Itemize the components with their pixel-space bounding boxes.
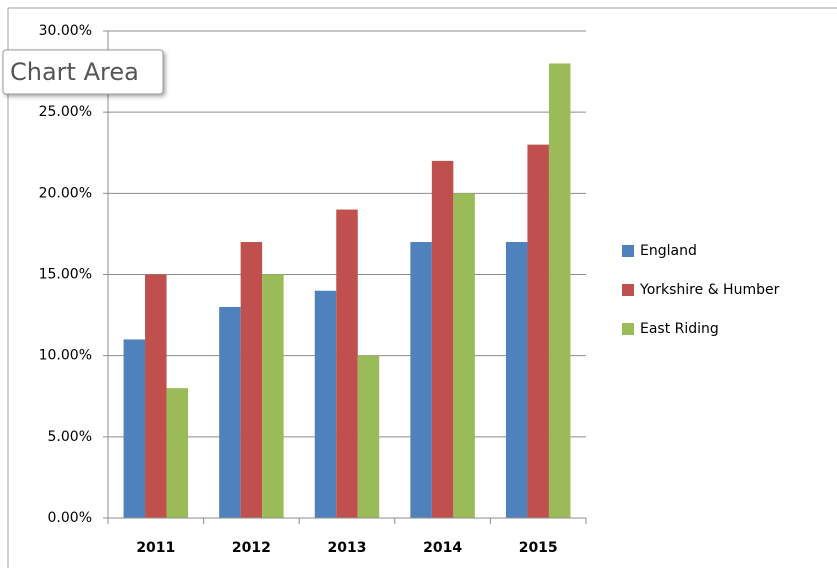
x-tick-label: 2013 xyxy=(328,540,367,556)
y-tick-label: 0.00% xyxy=(48,510,92,526)
bar xyxy=(219,306,241,518)
bar xyxy=(262,274,284,518)
y-tick-label: 30.00% xyxy=(39,23,92,39)
bar xyxy=(240,242,263,519)
legend-swatch xyxy=(622,245,634,257)
y-tick-label: 10.00% xyxy=(39,348,92,364)
tooltip-text: Chart Area xyxy=(10,58,139,86)
legend: England Yorkshire & Humber East Riding xyxy=(622,243,780,337)
legend-label: England xyxy=(640,243,697,259)
bar xyxy=(314,290,337,518)
x-tick-label: 2012 xyxy=(232,540,271,556)
bar xyxy=(166,388,189,518)
bar xyxy=(548,63,571,518)
bar xyxy=(410,242,432,519)
bar xyxy=(527,144,549,518)
bar xyxy=(357,355,380,518)
y-tick-label: 15.00% xyxy=(39,267,92,283)
legend-swatch xyxy=(622,323,634,335)
legend-label: Yorkshire & Humber xyxy=(639,282,780,298)
y-tick-label: 25.00% xyxy=(39,104,92,120)
y-tick-label: 5.00% xyxy=(48,429,92,445)
plot-area: 0.00% 5.00% 10.00% 15.00% 20.00% 25.00% 30.00%… xyxy=(39,23,587,556)
x-tick-label: 2014 xyxy=(423,540,462,556)
bar xyxy=(123,339,146,518)
tooltip-box xyxy=(2,49,164,95)
y-tick-label: 20.00% xyxy=(39,185,92,201)
legend-label: East Riding xyxy=(640,321,719,337)
x-tick-label: 2015 xyxy=(519,540,558,556)
legend-swatch xyxy=(622,284,634,296)
tooltip: Chart Area xyxy=(2,49,164,95)
bar xyxy=(336,209,358,519)
bar xyxy=(145,274,167,518)
bar xyxy=(431,160,454,518)
bar xyxy=(453,193,475,519)
x-tick-label: 2011 xyxy=(136,540,175,556)
bar xyxy=(505,242,528,519)
